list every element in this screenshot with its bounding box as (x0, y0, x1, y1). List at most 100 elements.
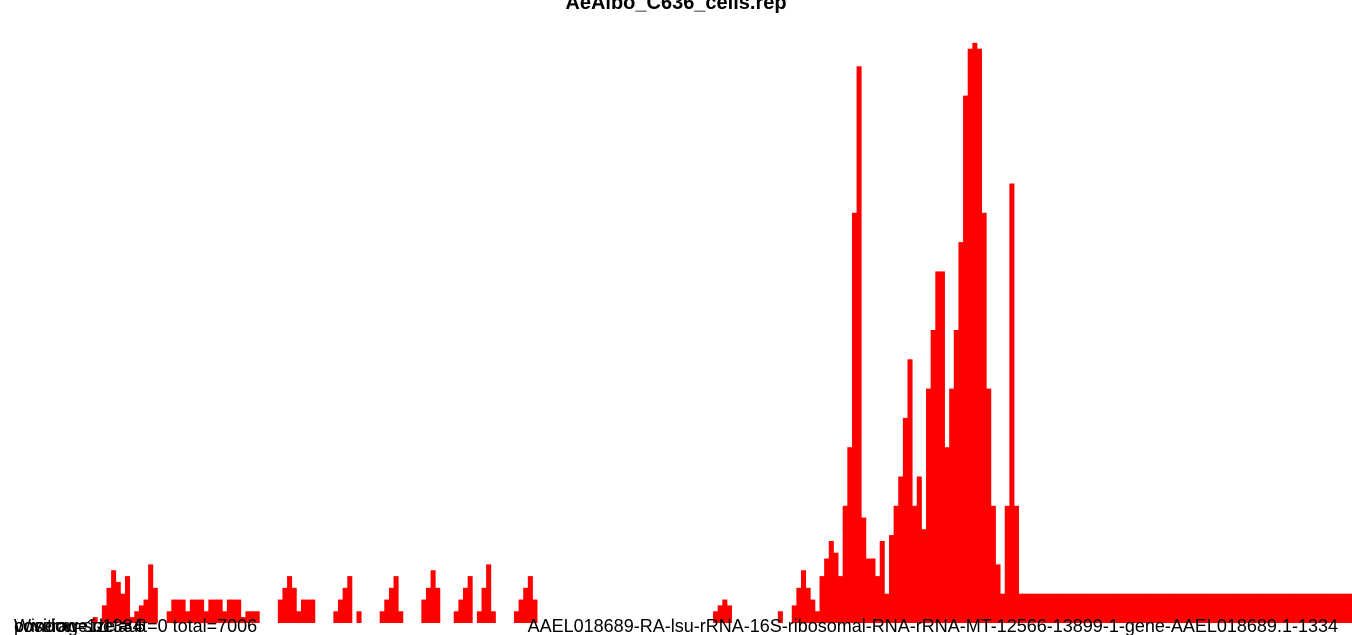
coverage-bar (1060, 593, 1066, 623)
coverage-bar (254, 611, 260, 623)
coverage-bar (1129, 593, 1135, 623)
coverage-bar (1055, 593, 1061, 623)
coverage-bar (851, 212, 857, 624)
coverage-bar (1078, 593, 1084, 623)
coverage-bar (481, 587, 487, 623)
coverage-bar (347, 576, 353, 623)
coverage-bar (819, 576, 825, 623)
coverage-bar (467, 576, 473, 623)
coverage-bar (1287, 593, 1293, 623)
coverage-bar (453, 611, 459, 623)
coverage-bar (111, 570, 117, 623)
coverage-bar (777, 611, 783, 623)
coverage-bar (1041, 593, 1047, 623)
coverage-bar (189, 599, 195, 623)
coverage-bar (212, 599, 219, 623)
coverage-bar (828, 540, 834, 623)
coverage-bar (175, 599, 181, 623)
coverage-bar (1009, 183, 1015, 623)
coverage-bar (865, 558, 871, 623)
coverage-bar (138, 605, 144, 623)
coverage-bar (907, 359, 913, 623)
coverage-bar (926, 388, 932, 623)
footer-position: position=1-1334 (14, 616, 143, 635)
coverage-bar (101, 605, 107, 623)
coverage-bar (476, 611, 482, 623)
coverage-bar (842, 505, 848, 623)
coverage-bar (1152, 593, 1158, 623)
coverage-bar (1222, 593, 1228, 623)
coverage-bar (1180, 593, 1186, 623)
coverage-bar (935, 271, 941, 623)
coverage-bar (282, 587, 288, 623)
footer-coverage-default: coverage.default=0 total=7006 (14, 616, 257, 635)
coverage-bar (250, 611, 256, 623)
coverage-bar (1250, 593, 1256, 623)
coverage-bar (166, 611, 172, 623)
coverage-bar (888, 535, 895, 623)
coverage-bar (1254, 593, 1260, 623)
coverage-bar (1014, 505, 1020, 623)
footer-feature-id: AAEL018689-RA-lsu-rRNA-16S-ribosomal-RNA… (528, 616, 1338, 635)
coverage-bar (1157, 593, 1163, 623)
coverage-bar (912, 505, 918, 623)
coverage-bar (930, 330, 936, 623)
coverage-bar (148, 564, 154, 623)
coverage-bar (981, 212, 987, 624)
coverage-bar (1199, 593, 1205, 623)
coverage-bar (92, 617, 98, 623)
coverage-bar (1240, 593, 1246, 623)
coverage-bar (226, 599, 232, 623)
coverage-bar (1032, 593, 1038, 623)
coverage-bar (1148, 593, 1154, 623)
coverage-bar (134, 611, 140, 623)
coverage-bar (726, 605, 732, 623)
coverage-bar (1097, 593, 1103, 623)
coverage-bar (953, 330, 959, 623)
coverage-bar (194, 599, 200, 623)
coverage-bar (1259, 593, 1265, 623)
coverage-bar (722, 599, 728, 623)
footer-labels: Window size = 5 coverage.default=0 total… (14, 616, 1338, 635)
coverage-bar (287, 576, 293, 623)
coverage-bar (171, 599, 177, 623)
coverage-bar (208, 599, 214, 623)
coverage-bar (430, 570, 436, 623)
coverage-bar (143, 599, 149, 623)
coverage-bar (1347, 593, 1352, 623)
coverage-bar (245, 611, 251, 623)
coverage-bar (1277, 593, 1283, 623)
coverage-bar (1046, 593, 1052, 623)
coverage-bar (300, 599, 306, 623)
coverage-bar (486, 564, 492, 623)
coverage-bar (893, 505, 899, 623)
coverage-bar (879, 540, 885, 623)
coverage-bar (532, 599, 538, 623)
coverage-bar (1305, 593, 1311, 623)
coverage-bar (1069, 593, 1075, 623)
coverage-bar (976, 48, 982, 624)
coverage-bar (1236, 593, 1242, 623)
coverage-bar (713, 611, 719, 623)
coverage-bar (1268, 593, 1274, 623)
coverage-bar (1245, 593, 1251, 623)
coverage-bar (1203, 593, 1209, 623)
coverage-bar (717, 605, 723, 623)
coverage-bar (1185, 593, 1191, 623)
coverage-bar (379, 611, 385, 623)
coverage-bar (1342, 593, 1348, 623)
coverage-bar (870, 558, 876, 623)
coverage-bar (231, 599, 237, 623)
coverage-bar (856, 66, 862, 624)
coverage-bar (1217, 593, 1223, 623)
coverage-bar (342, 587, 348, 623)
coverage-bar (180, 599, 186, 623)
coverage-bar (949, 388, 955, 623)
coverage-bar (861, 517, 867, 623)
coverage-bar (1143, 593, 1149, 623)
coverage-bar (1106, 593, 1112, 623)
coverage-bar (435, 587, 441, 623)
coverage-bar (990, 505, 996, 623)
coverage-bar (1166, 593, 1172, 623)
